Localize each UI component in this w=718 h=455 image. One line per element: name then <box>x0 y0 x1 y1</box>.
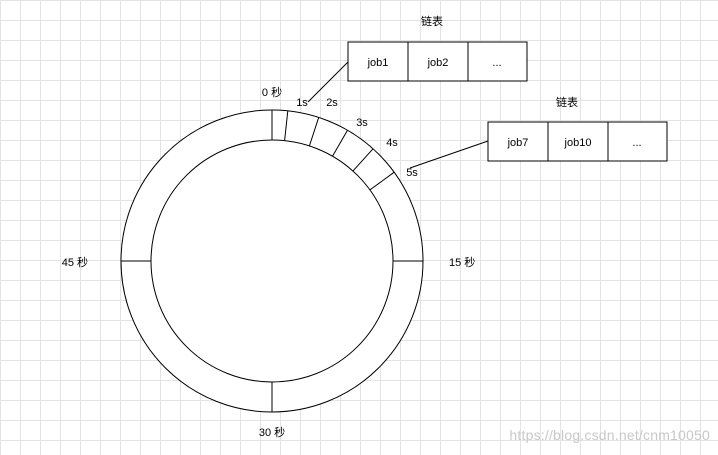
label-45-sec: 45 秒 <box>62 255 88 269</box>
label-0-sec: 0 秒 <box>262 85 282 99</box>
tick-4s <box>352 148 374 172</box>
linked-list-2-cell-3 <box>607 121 668 162</box>
linked-list-1: 链表 job1 job2 ... <box>347 14 528 82</box>
label-slot-2s: 2s <box>326 97 338 109</box>
linked-list-2-cell-1 <box>487 121 549 162</box>
linked-list-1-cell-1 <box>347 41 409 82</box>
linked-list-2-title: 链表 <box>556 95 578 109</box>
linked-list-1-cell-2 <box>407 41 469 82</box>
connector-1s-to-list <box>307 61 349 103</box>
linked-list-2-cell-1-text: job7 <box>507 137 529 149</box>
linked-list-2: 链表 job7 job10 ... <box>487 95 668 162</box>
linked-list-1-title: 链表 <box>421 14 443 28</box>
wheel-inner-ring <box>150 139 394 383</box>
label-slot-1s: 1s <box>296 97 308 109</box>
tick-2s <box>308 117 320 147</box>
label-slot-5s: 5s <box>406 167 418 179</box>
linked-list-1-cell-2-text: job2 <box>427 57 449 69</box>
label-30-sec: 30 秒 <box>259 425 285 439</box>
tick-3s <box>332 129 348 157</box>
label-15-sec: 15 秒 <box>449 255 475 269</box>
linked-list-2-cell-2 <box>547 121 609 162</box>
connector-5s-to-list <box>409 140 489 169</box>
tick-1s <box>284 110 289 141</box>
label-slot-4s: 4s <box>386 137 398 149</box>
label-slot-3s: 3s <box>356 117 368 129</box>
linked-list-1-cell-1-text: job1 <box>367 57 389 69</box>
linked-list-2-cell-2-text: job10 <box>564 137 592 149</box>
linked-list-2-cell-3-text: ... <box>632 137 641 149</box>
watermark: https://blog.csdn.net/cnm10050 <box>509 427 710 443</box>
linked-list-1-cell-3 <box>467 41 528 82</box>
linked-list-1-cell-3-text: ... <box>492 57 501 69</box>
tick-5s <box>369 171 395 191</box>
